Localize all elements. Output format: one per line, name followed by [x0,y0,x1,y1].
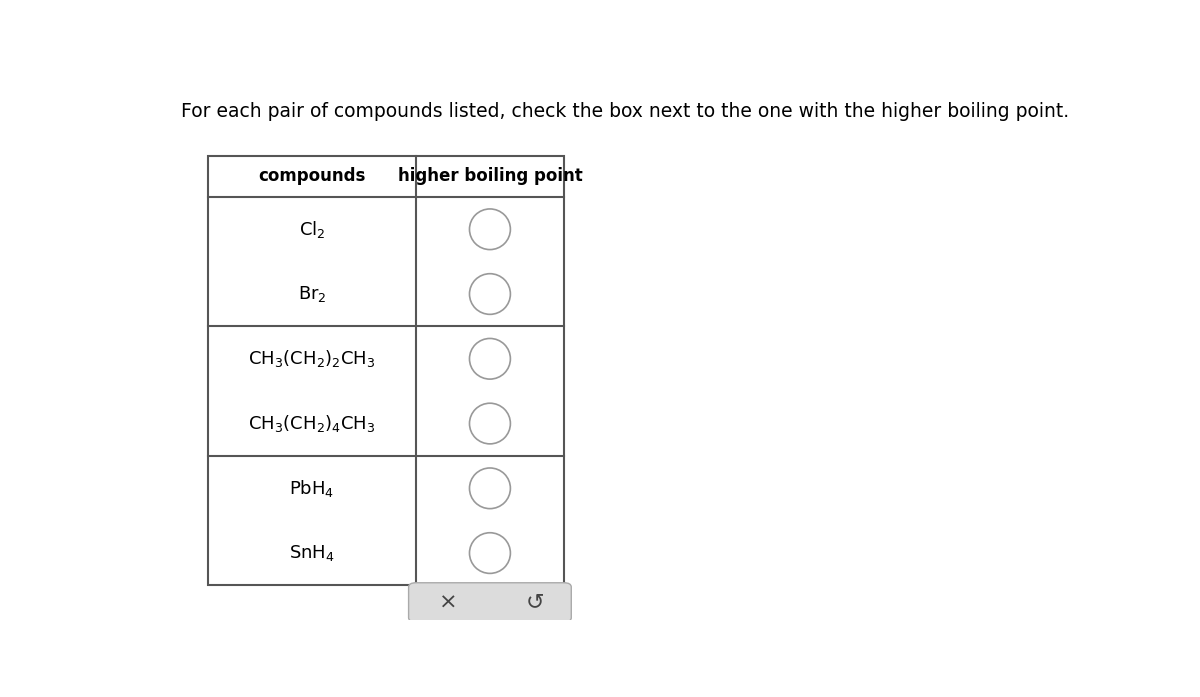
Text: CH$_3$(CH$_2$)$_2$CH$_3$: CH$_3$(CH$_2$)$_2$CH$_3$ [248,348,376,369]
Text: SnH$_4$: SnH$_4$ [289,543,335,563]
FancyBboxPatch shape [408,583,571,622]
Text: PbH$_4$: PbH$_4$ [289,478,335,499]
Text: higher boiling point: higher boiling point [397,167,582,185]
Text: ×: × [439,592,457,613]
Text: compounds: compounds [258,167,366,185]
Text: Cl$_2$: Cl$_2$ [299,219,325,240]
Text: CH$_3$(CH$_2$)$_4$CH$_3$: CH$_3$(CH$_2$)$_4$CH$_3$ [248,413,376,434]
Text: Br$_2$: Br$_2$ [298,284,326,304]
Text: For each pair of compounds listed, check the box next to the one with the higher: For each pair of compounds listed, check… [181,102,1069,121]
Text: ↺: ↺ [526,592,544,613]
Bar [208,156,564,585]
